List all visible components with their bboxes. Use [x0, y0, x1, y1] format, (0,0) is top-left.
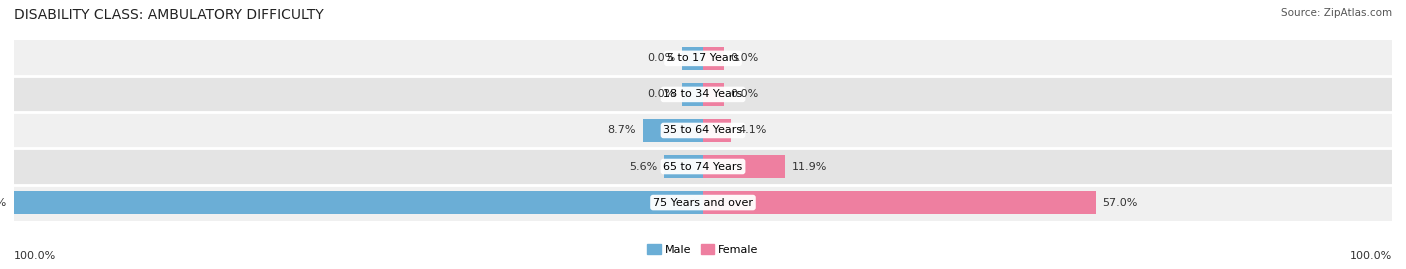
Text: 5.6%: 5.6%	[630, 161, 658, 172]
Text: 0.0%: 0.0%	[731, 53, 759, 63]
Text: 100.0%: 100.0%	[0, 197, 7, 208]
Text: 8.7%: 8.7%	[607, 125, 636, 136]
Bar	[682, 47, 703, 70]
Bar	[682, 83, 703, 106]
Text: 4.1%: 4.1%	[738, 125, 766, 136]
Bar	[703, 155, 785, 178]
Bar	[14, 76, 1392, 112]
Text: 75 Years and over: 75 Years and over	[652, 197, 754, 208]
Bar	[14, 112, 1392, 148]
Bar	[643, 119, 703, 142]
Text: 0.0%: 0.0%	[647, 89, 675, 100]
Text: 11.9%: 11.9%	[792, 161, 827, 172]
Text: 0.0%: 0.0%	[731, 89, 759, 100]
Text: 18 to 34 Years: 18 to 34 Years	[664, 89, 742, 100]
Bar	[14, 185, 1392, 221]
Bar	[703, 47, 724, 70]
Text: Source: ZipAtlas.com: Source: ZipAtlas.com	[1281, 8, 1392, 18]
Bar	[703, 119, 731, 142]
Text: 65 to 74 Years: 65 to 74 Years	[664, 161, 742, 172]
Text: DISABILITY CLASS: AMBULATORY DIFFICULTY: DISABILITY CLASS: AMBULATORY DIFFICULTY	[14, 8, 323, 22]
Text: 0.0%: 0.0%	[647, 53, 675, 63]
Bar	[14, 191, 703, 214]
Legend: Male, Female: Male, Female	[647, 244, 759, 255]
Text: 100.0%: 100.0%	[14, 251, 56, 261]
Bar	[665, 155, 703, 178]
Text: 5 to 17 Years: 5 to 17 Years	[666, 53, 740, 63]
Bar	[703, 83, 724, 106]
Bar	[14, 40, 1392, 76]
Text: 100.0%: 100.0%	[1350, 251, 1392, 261]
Text: 57.0%: 57.0%	[1102, 197, 1137, 208]
Bar	[14, 148, 1392, 185]
Bar	[703, 191, 1095, 214]
Text: 35 to 64 Years: 35 to 64 Years	[664, 125, 742, 136]
